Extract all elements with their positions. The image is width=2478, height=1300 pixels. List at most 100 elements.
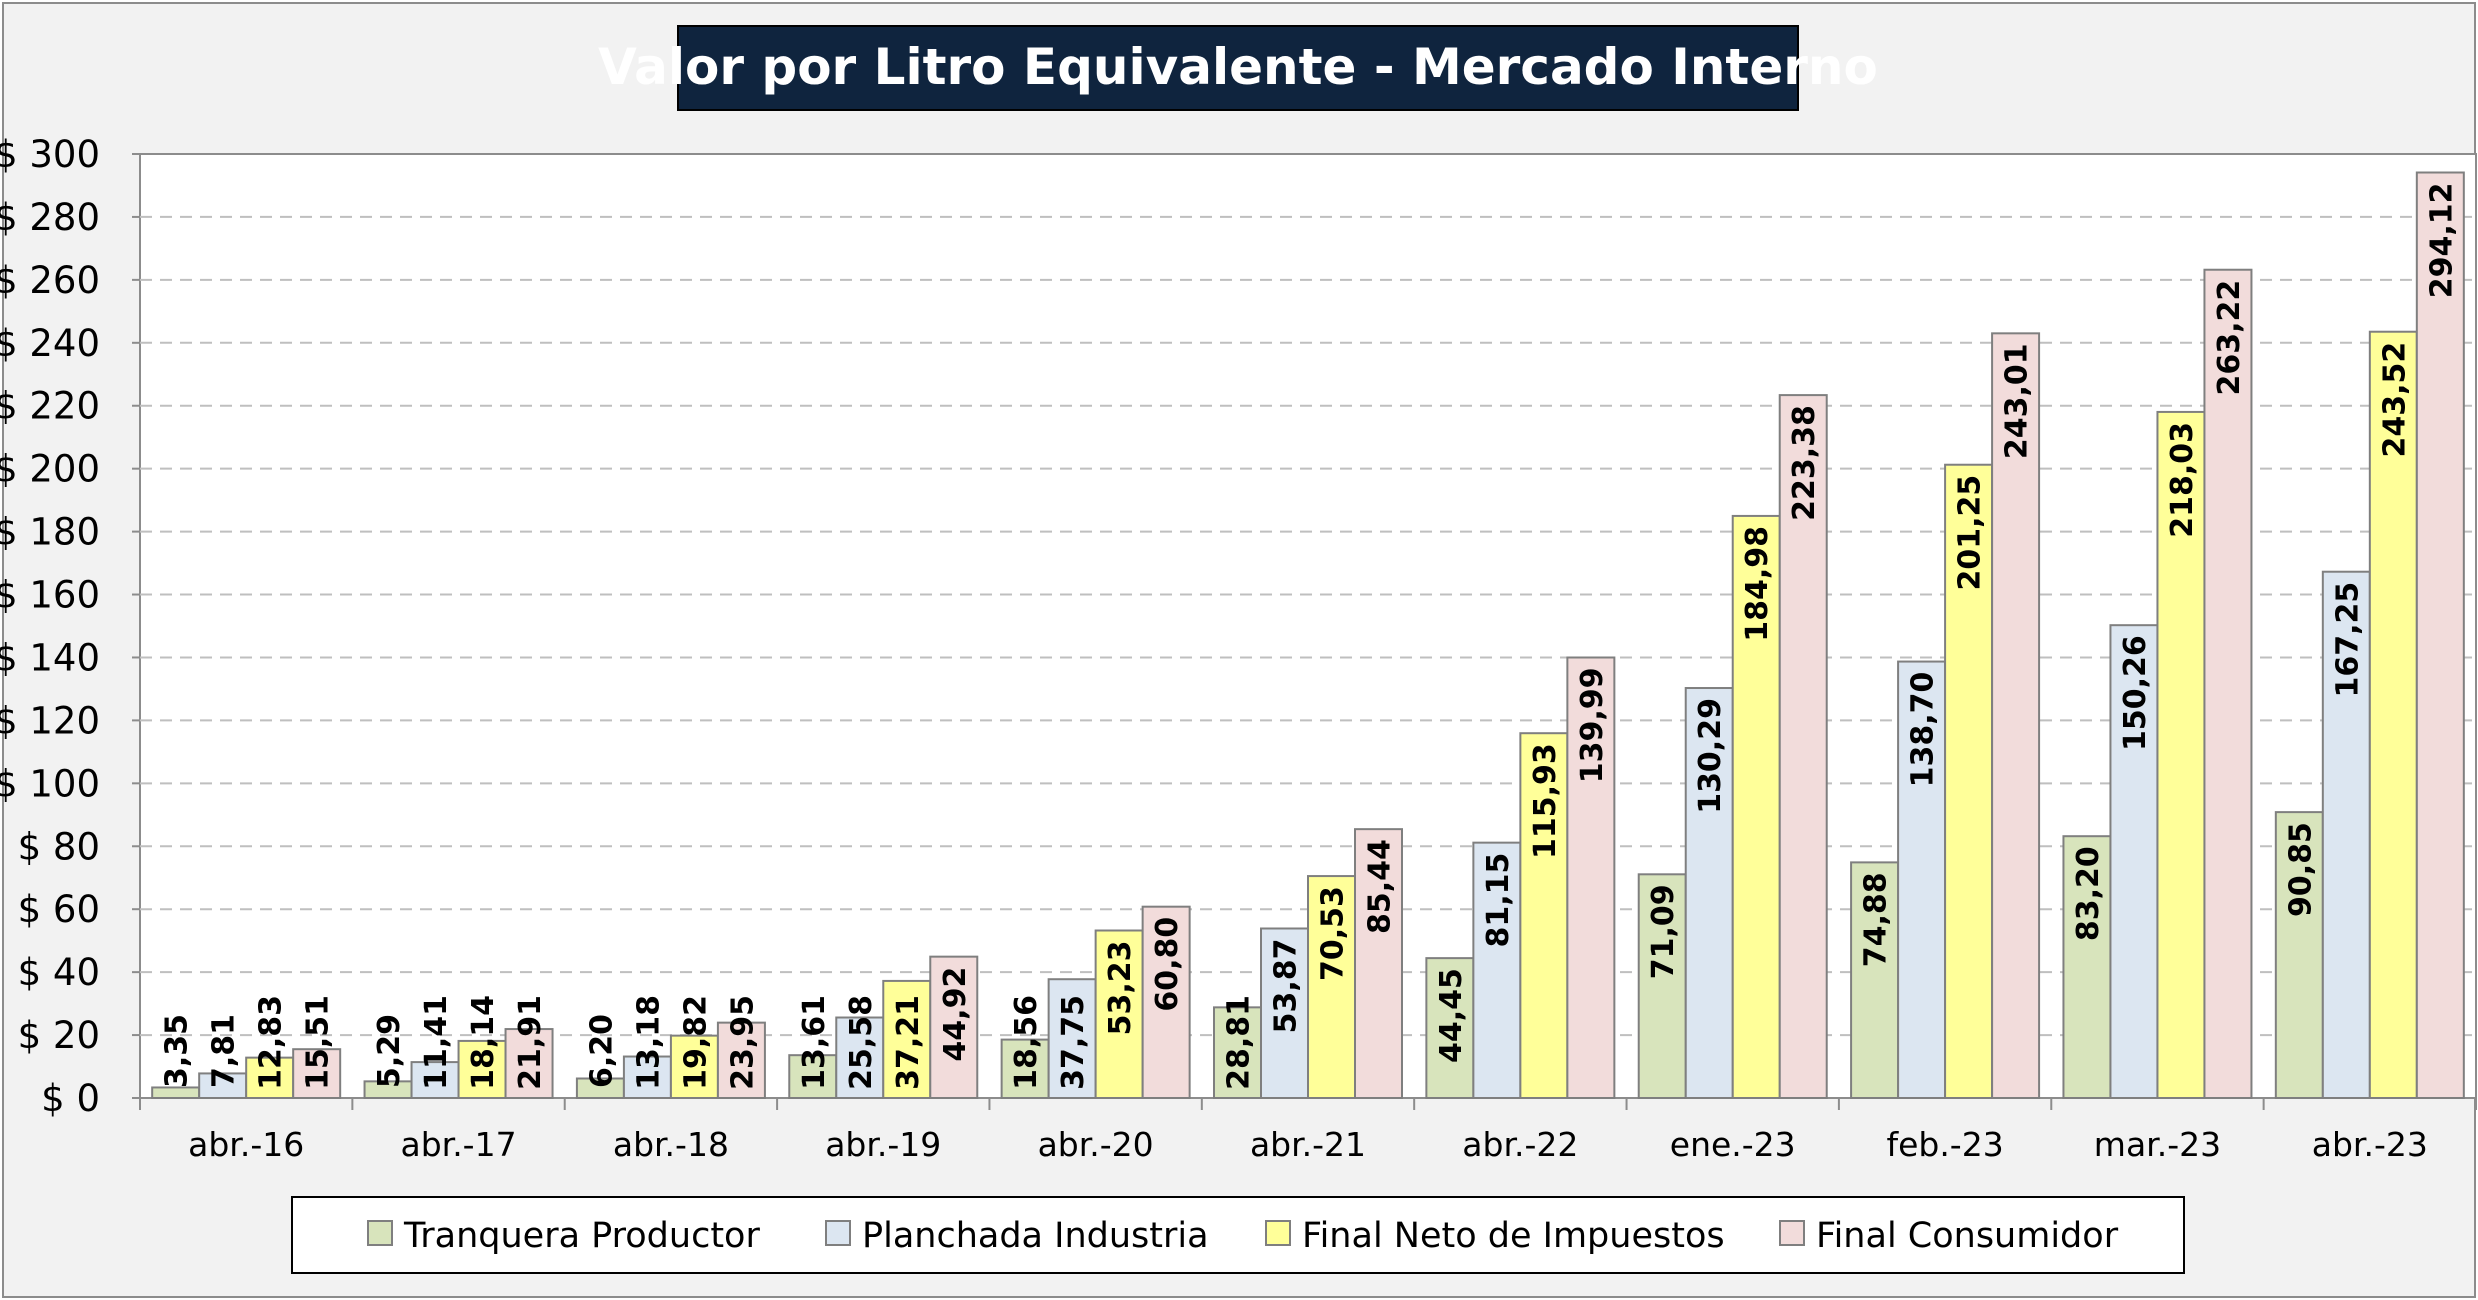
x-axis: abr.-16 abr.-17 abr.-18 abr.-19 abr.-20 abr.-… — [139, 1098, 2477, 1164]
bar-tranquera-productor — [1213, 1006, 1262, 1100]
chart-title: Valor por Litro Equivalente - Mercado In… — [598, 38, 1878, 96]
bar-planchada-industria — [1684, 687, 1734, 1099]
data-label: 263,22 — [2212, 280, 2247, 396]
data-label: 13,61 — [797, 995, 832, 1090]
bar-final-neto-de-impuestos — [669, 1034, 719, 1099]
data-label: 15,51 — [301, 995, 336, 1090]
legend-label-final-neto-de-impuestos: Final Neto de Impuestos — [1302, 1216, 1725, 1256]
y-tick-label: $ 160 — [0, 574, 100, 617]
bar-planchada-industria — [198, 1072, 248, 1100]
x-tick-label: abr.-16 — [188, 1125, 304, 1164]
legend-label-planchada-industria: Planchada Industria — [862, 1216, 1209, 1256]
bar-final-consumidor — [716, 1021, 766, 1099]
data-label: 19,82 — [678, 995, 713, 1090]
bar-final-consumidor — [1141, 905, 1191, 1100]
data-label: 70,53 — [1316, 886, 1351, 981]
data-label: 60,80 — [1150, 917, 1185, 1012]
x-tick-label: abr.-20 — [1038, 1125, 1154, 1164]
y-tick-label: $ 0 — [41, 1077, 100, 1120]
y-tick-label: $ 220 — [0, 385, 100, 428]
bar-final-consumidor — [2203, 268, 2253, 1100]
data-label: 201,25 — [1953, 475, 1988, 591]
bar-tranquera-productor — [151, 1086, 201, 1099]
bar-final-consumidor — [292, 1048, 342, 1099]
bar-final-neto-de-impuestos — [457, 1039, 507, 1099]
data-label: 115,93 — [1528, 743, 1563, 859]
legend-label-final-consumidor: Final Consumidor — [1816, 1216, 2119, 1256]
data-label: 130,29 — [1693, 698, 1728, 814]
legend-label-tranquera-productor: Tranquera Productor — [403, 1216, 760, 1256]
bar-final-neto-de-impuestos — [1944, 463, 1994, 1099]
y-tick-label: $ 240 — [0, 322, 100, 365]
x-tick-label: abr.-22 — [1462, 1125, 1578, 1164]
chart-title-group: Valor por Litro Equivalente - Mercado In… — [598, 25, 1878, 111]
data-label: 3,35 — [160, 1014, 195, 1088]
bar-planchada-industria — [1047, 978, 1097, 1099]
bar-final-neto-de-impuestos — [1731, 514, 1781, 1099]
x-tick-label: abr.-17 — [400, 1125, 516, 1164]
data-label: 294,12 — [2424, 183, 2459, 299]
data-labels: 3,35 5,29 6,20 13,61 18,56 28,81 44,45 71,09 74,… — [160, 183, 2460, 1090]
y-tick-label: $ 40 — [18, 951, 100, 994]
data-label: 37,75 — [1056, 995, 1091, 1090]
data-label: 28,81 — [1222, 995, 1257, 1090]
y-tick-label: $ 20 — [18, 1014, 100, 1057]
data-label: 37,21 — [891, 995, 926, 1090]
bar-planchada-industria — [410, 1061, 460, 1100]
bar-tranquera-productor — [788, 1054, 838, 1099]
data-label: 218,03 — [2165, 422, 2200, 538]
data-label: 90,85 — [2283, 822, 2318, 917]
data-label: 150,26 — [2118, 635, 2153, 751]
data-label: 44,92 — [938, 967, 973, 1062]
bar-final-consumidor — [2415, 171, 2465, 1100]
legend-swatch-tranquera-productor — [367, 1220, 393, 1246]
bar-final-consumidor — [1354, 828, 1403, 1099]
data-label: 21,91 — [513, 995, 548, 1090]
y-tick-label: $ 200 — [0, 448, 100, 491]
y-tick-label: $ 140 — [0, 636, 100, 679]
legend-swatch-planchada-industria — [825, 1220, 851, 1246]
data-label: 167,25 — [2330, 582, 2365, 698]
bar-final-consumidor — [1778, 394, 1828, 1099]
data-label: 13,18 — [631, 995, 666, 1090]
data-label: 44,45 — [1434, 968, 1469, 1063]
data-label: 25,58 — [844, 995, 879, 1090]
data-label: 53,87 — [1269, 938, 1304, 1033]
x-tick-label: mar.-23 — [2094, 1125, 2221, 1164]
data-label: 184,98 — [1740, 526, 1775, 642]
x-tick-label: abr.-23 — [2312, 1125, 2428, 1164]
bars — [151, 171, 2465, 1100]
data-label: 139,99 — [1575, 667, 1610, 783]
bar-planchada-industria — [2321, 570, 2371, 1099]
bar-final-consumidor — [1991, 332, 2041, 1099]
data-label: 7,81 — [207, 1014, 242, 1088]
bar-final-neto-de-impuestos — [1519, 732, 1569, 1099]
data-label: 6,20 — [584, 1014, 619, 1088]
data-label: 243,52 — [2377, 342, 2412, 458]
bar-tranquera-productor — [1850, 861, 1900, 1100]
bar-tranquera-productor — [2062, 835, 2112, 1099]
y-tick-label: $ 60 — [18, 888, 100, 931]
data-label: 23,95 — [725, 995, 760, 1090]
bar-planchada-industria — [835, 1016, 885, 1099]
legend-swatch-final-consumidor — [1779, 1220, 1805, 1246]
data-label: 74,88 — [1859, 872, 1894, 967]
y-tick-label: $ 80 — [18, 825, 100, 868]
bar-final-neto-de-impuestos — [1307, 875, 1356, 1100]
chart-title-background — [677, 25, 1799, 111]
bar-final-neto-de-impuestos — [1094, 929, 1144, 1099]
data-label: 11,41 — [419, 995, 454, 1090]
x-tick-label: feb.-23 — [1886, 1125, 2003, 1164]
data-label: 12,83 — [254, 995, 289, 1090]
y-tick-label: $ 100 — [0, 762, 100, 805]
data-label: 85,44 — [1363, 839, 1398, 934]
y-tick-label: $ 120 — [0, 699, 100, 742]
x-tick-label: abr.-21 — [1250, 1125, 1366, 1164]
bar-planchada-industria — [1897, 660, 1947, 1099]
data-label: 71,09 — [1646, 884, 1681, 979]
data-label: 18,56 — [1009, 995, 1044, 1090]
bar-tranquera-productor — [2274, 811, 2324, 1099]
data-label: 223,38 — [1787, 405, 1822, 521]
bar-final-consumidor — [504, 1028, 554, 1099]
x-tick-label: abr.-18 — [613, 1125, 729, 1164]
